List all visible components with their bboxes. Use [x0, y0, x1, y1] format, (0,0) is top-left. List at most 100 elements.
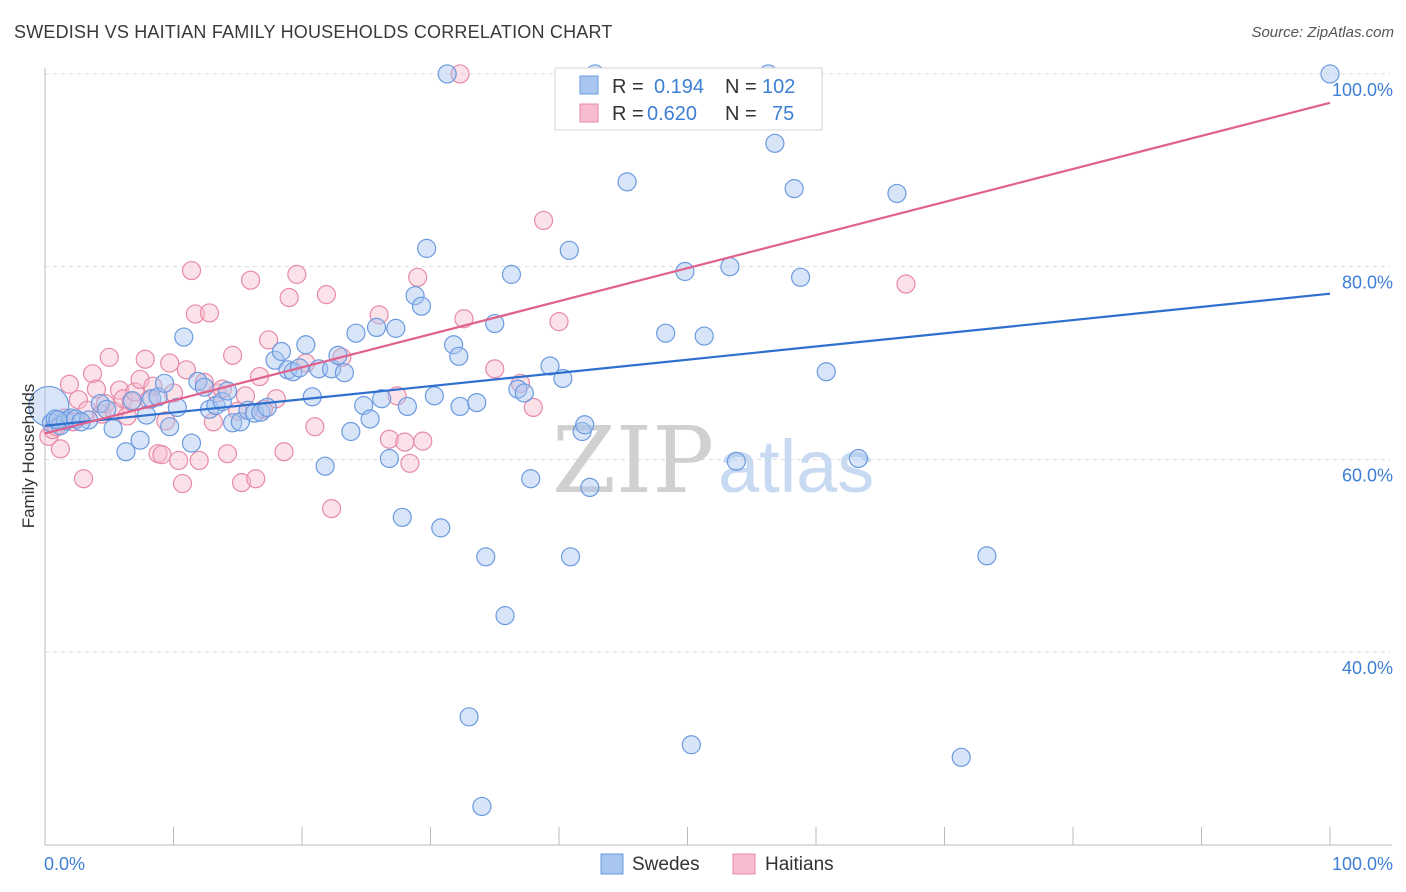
legend-r-label-haitians: R = — [612, 103, 644, 125]
y-axis-label: Family Households — [19, 384, 38, 529]
haitians-point — [413, 431, 433, 451]
swedes-point — [617, 172, 637, 192]
legend-n-value-swedes: 102 — [762, 76, 795, 98]
swedes-point — [1320, 64, 1340, 84]
y-tick-label: 40.0% — [1342, 658, 1393, 678]
haitians-point — [258, 330, 279, 350]
trend-lines — [44, 101, 1331, 435]
haitians-point — [223, 345, 243, 365]
swedes-point — [130, 430, 150, 450]
swedes-point — [181, 433, 202, 453]
swedes-point — [417, 238, 437, 258]
swedes-point — [476, 547, 496, 567]
swedes-point — [521, 469, 541, 489]
swedes-point — [887, 183, 907, 204]
legend-n-label-haitians: N = — [725, 103, 757, 125]
y-tick-label: 100.0% — [1332, 80, 1393, 100]
swedes-point — [116, 442, 136, 462]
haitians-point — [395, 432, 415, 452]
swedes-point — [230, 412, 250, 432]
x-tick-labels: 0.0% 100.0% — [44, 854, 1393, 874]
swedes-point — [514, 383, 534, 403]
haitians-trend-line — [44, 101, 1331, 435]
swedes-point — [790, 267, 811, 287]
swedes-point — [816, 362, 836, 382]
legend-r-value-haitians: 0.620 — [647, 103, 697, 125]
swedes-point — [580, 477, 600, 498]
swedes-point — [694, 326, 714, 346]
haitians-point — [99, 347, 119, 367]
y-tick-label: 80.0% — [1342, 273, 1393, 293]
haitians-point — [73, 469, 94, 489]
haitians-point — [274, 442, 294, 462]
swedes-point — [315, 456, 335, 476]
haitians-point — [59, 374, 80, 394]
grid-lines — [45, 73, 1390, 653]
swedes-point — [720, 257, 740, 277]
haitians-point — [232, 472, 252, 493]
source-label: Source: ZipAtlas.com — [1251, 24, 1394, 41]
haitians-point — [400, 453, 420, 473]
swedes-point — [472, 796, 492, 817]
haitians-point — [369, 305, 389, 325]
swedes-point — [540, 356, 560, 376]
swedes-point — [848, 448, 869, 469]
legend-n-value-haitians: 75 — [772, 103, 794, 125]
haitians-point — [454, 309, 474, 329]
haitians-point — [172, 473, 193, 494]
swedes-point — [392, 507, 412, 527]
swedes-point — [334, 363, 355, 383]
haitians-point — [181, 260, 202, 281]
swedes-point — [257, 397, 277, 418]
swedes-point — [405, 286, 425, 306]
y-tick-label: 60.0% — [1342, 465, 1393, 485]
legend-swatch-haitians — [579, 103, 599, 123]
haitians-point — [152, 445, 172, 465]
swedes-point — [656, 323, 676, 343]
haitians-point — [189, 450, 209, 471]
swedes-point — [726, 451, 746, 471]
haitians-point — [316, 285, 337, 305]
swedes-point — [560, 547, 581, 567]
swedes-point — [431, 518, 451, 538]
haitians-point — [203, 412, 223, 432]
legend-n-label-swedes: N = — [725, 76, 757, 98]
x-tick-label-start: 0.0% — [44, 854, 85, 874]
bottom-legend: Swedes Haitians — [600, 853, 834, 875]
swedes-point — [424, 386, 444, 406]
haitians-points — [39, 64, 916, 519]
haitians-point — [246, 469, 266, 489]
haitians-point — [199, 303, 220, 323]
haitians-point — [86, 379, 107, 399]
swedes-point — [459, 707, 479, 727]
swedes-point — [360, 409, 380, 429]
haitians-point — [485, 359, 505, 379]
swedes-point — [444, 335, 464, 355]
haitians-point — [279, 287, 299, 308]
watermark-zip: ZIP — [552, 407, 714, 514]
swedes-trend-line — [44, 292, 1331, 427]
bottom-legend-label-swedes: Swedes — [632, 854, 700, 875]
bottom-legend-swatch-swedes — [600, 853, 624, 875]
haitians-point — [217, 444, 238, 464]
swedes-point — [437, 64, 457, 84]
swedes-point — [296, 335, 316, 355]
swedes-point — [271, 341, 292, 362]
swedes-point — [379, 448, 399, 469]
haitians-point — [321, 499, 342, 519]
swedes-point — [495, 606, 515, 626]
swedes-point — [450, 396, 470, 417]
haitians-point — [408, 267, 428, 287]
swedes-point — [366, 317, 387, 338]
swedes-point — [154, 373, 175, 393]
swedes-point — [346, 323, 366, 343]
chart-title: SWEDISH VS HAITIAN FAMILY HOUSEHOLDS COR… — [14, 22, 613, 42]
swedes-point — [977, 546, 997, 566]
bottom-legend-label-haitians: Haitians — [765, 854, 834, 875]
swedes-point — [681, 735, 701, 755]
haitians-point — [82, 364, 103, 384]
legend-swatch-swedes — [579, 75, 599, 95]
haitians-point — [50, 439, 71, 459]
swedes-point — [386, 318, 406, 338]
